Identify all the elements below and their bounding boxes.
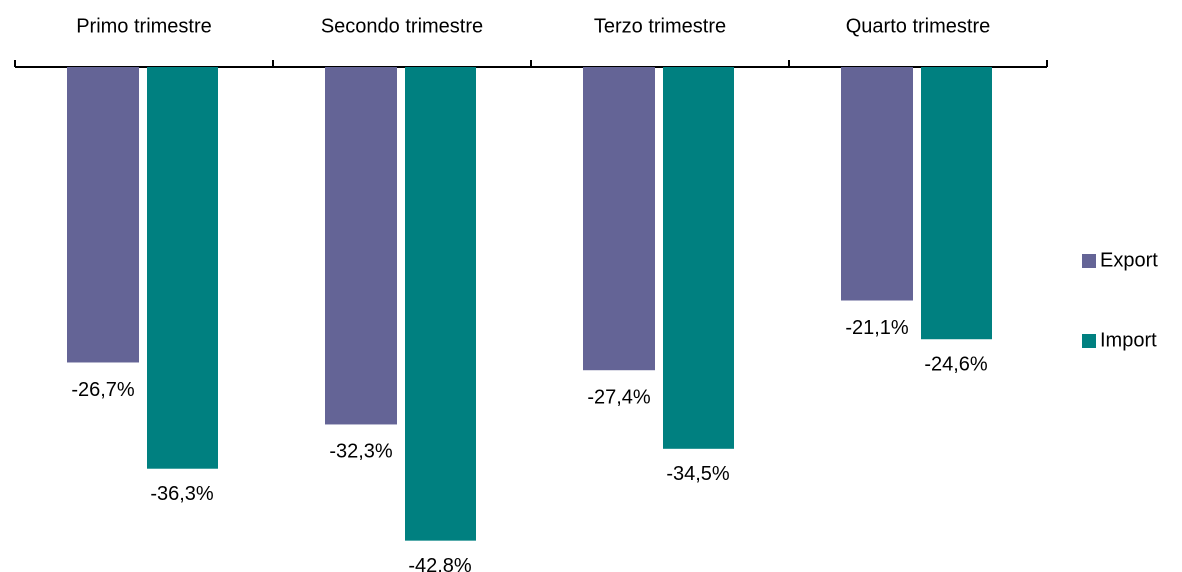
legend-swatch (1082, 254, 1096, 268)
legend-label: Export (1100, 249, 1158, 271)
bar (921, 67, 992, 340)
data-label: -42,8% (408, 555, 472, 572)
bar (67, 67, 139, 363)
data-label: -36,3% (150, 483, 214, 505)
bar (147, 67, 218, 469)
data-label: -26,7% (71, 379, 135, 401)
legend-label: Import (1100, 329, 1157, 351)
data-label: -27,4% (587, 387, 651, 409)
bar (841, 67, 913, 301)
category-label: Quarto trimestre (846, 15, 990, 37)
legend-swatch (1082, 334, 1096, 348)
data-label: -24,6% (924, 354, 988, 376)
data-label: -34,5% (666, 463, 730, 485)
data-label: -21,1% (845, 317, 909, 339)
category-label: Primo trimestre (76, 15, 212, 37)
bar (663, 67, 734, 449)
category-label: Secondo trimestre (321, 15, 483, 37)
data-label: -32,3% (329, 441, 393, 463)
bar (325, 67, 397, 425)
bar (405, 67, 476, 541)
category-label: Terzo trimestre (594, 15, 726, 37)
bar (583, 67, 655, 371)
